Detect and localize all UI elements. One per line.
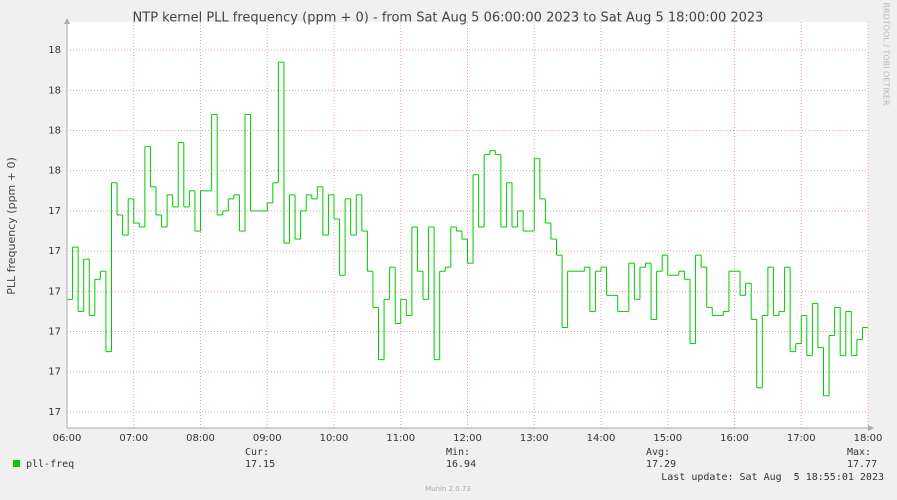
stat-label: Max:	[847, 447, 871, 458]
stat-value: 17.77	[847, 459, 877, 470]
marks	[67, 61, 868, 397]
y-tick-label: 17	[48, 407, 61, 418]
y-tick-label: 17	[48, 206, 61, 217]
y-tick-label: 17	[48, 367, 61, 378]
stat-value: 17.29	[646, 459, 676, 470]
x-tick-label: 15:00	[653, 433, 682, 444]
y-tick-label: 18	[48, 85, 61, 96]
step-connector	[72, 62, 863, 396]
legend-label: pll-freq	[26, 459, 74, 470]
y-tick-label: 17	[48, 246, 61, 257]
x-tick-label: 07:00	[119, 433, 148, 444]
stat-label: Cur:	[245, 447, 269, 458]
x-tick-label: 11:00	[386, 433, 415, 444]
y-tick-label: 18	[48, 166, 61, 177]
x-arrow	[868, 425, 874, 431]
watermark: RRDTOOL / TOBI OETIKER	[882, 2, 891, 105]
y-tick-label: 18	[48, 45, 61, 56]
stat-value: 16.94	[446, 459, 476, 470]
y-arrow	[64, 18, 70, 24]
chart-title: NTP kernel PLL frequency (ppm + 0) - fro…	[133, 11, 764, 26]
y-tick-label: 17	[48, 286, 61, 297]
x-tick-label: 09:00	[253, 433, 282, 444]
legend-swatch	[13, 460, 20, 467]
x-tick-label: 06:00	[53, 433, 82, 444]
last-update: Last update: Sat Aug 5 18:55:01 2023	[661, 472, 884, 483]
stat-label: Min:	[446, 447, 470, 458]
x-tick-label: 10:00	[320, 433, 349, 444]
x-tick-label: 13:00	[520, 433, 549, 444]
x-tick-label: 18:00	[854, 433, 883, 444]
x-tick-label: 08:00	[186, 433, 215, 444]
stat-label: Avg:	[646, 447, 670, 458]
x-tick-label: 14:00	[587, 433, 616, 444]
stat-value: 17.15	[245, 459, 275, 470]
y-axis-label: PLL frequency (ppm + 0)	[5, 157, 18, 295]
x-tick-label: 16:00	[720, 433, 749, 444]
y-tick-label: 17	[48, 327, 61, 338]
x-tick-label: 17:00	[787, 433, 816, 444]
x-tick-label: 12:00	[453, 433, 482, 444]
footer: Munin 2.0.73	[425, 485, 471, 493]
y-tick-label: 18	[48, 126, 61, 137]
